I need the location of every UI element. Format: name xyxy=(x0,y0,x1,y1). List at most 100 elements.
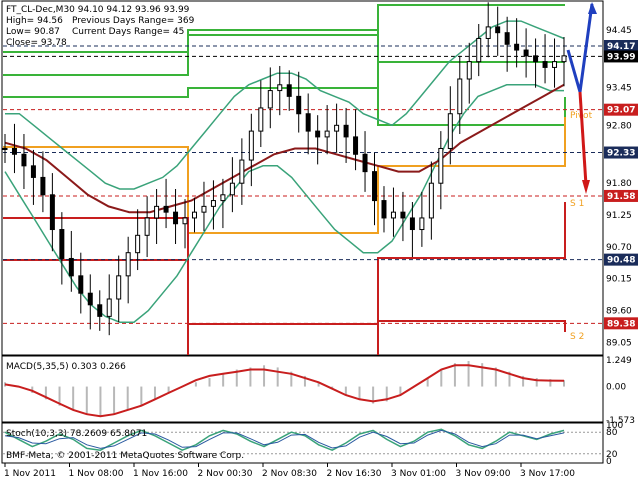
price-bar-body xyxy=(258,107,264,132)
price-bars xyxy=(2,2,567,336)
stoch-main-line xyxy=(4,428,565,452)
projection-arrows xyxy=(566,2,597,194)
price-bar-body xyxy=(514,43,520,51)
price-bar-body xyxy=(201,205,207,213)
time-tick-label: 3 Nov 01:00 xyxy=(391,469,446,479)
price-bar-body xyxy=(191,211,197,219)
time-axis: 1 Nov 2011 1 Nov 08:00 1 Nov 16:00 2 Nov 00… xyxy=(4,463,575,479)
pivot-level-line xyxy=(3,117,566,234)
price-bar-body xyxy=(210,200,216,207)
macd-tick-label: -1.573 xyxy=(606,416,635,426)
macd-tick-label: 1.249 xyxy=(606,356,632,366)
price-bar-body xyxy=(106,298,112,317)
stoch-tick-label: 0 xyxy=(606,457,612,467)
close-text: Close= 93.78 xyxy=(6,38,67,48)
bollinger-upper-line xyxy=(5,20,565,190)
stoch-signal-line xyxy=(4,429,565,449)
pivot-level-line xyxy=(3,217,189,355)
price-bar-body xyxy=(267,90,273,109)
price-bar-body xyxy=(2,147,8,150)
price-axis: 94.4593.4592.8092.3591.8091.2590.7090.15… xyxy=(606,26,632,349)
price-bar-body xyxy=(135,234,141,254)
price-bar-body xyxy=(248,130,254,161)
price-tag-label: 91.58 xyxy=(607,192,635,202)
price-bar-body xyxy=(372,171,378,202)
macd-title: MACD(5,35,5) 0.303 0.266 xyxy=(6,362,126,372)
price-bar-body xyxy=(154,205,160,219)
price-bar-body xyxy=(78,275,84,294)
stoch-tick-label: 20 xyxy=(606,450,618,460)
price-bar-body xyxy=(59,229,65,259)
price-bar-body xyxy=(447,113,453,149)
price-bar-body xyxy=(97,304,103,317)
price-tick-label: 89.60 xyxy=(606,307,632,317)
price-tag-box xyxy=(604,189,638,202)
price-bar-body xyxy=(552,61,558,68)
price-tag-label: 93.07 xyxy=(607,106,635,116)
price-bar-body xyxy=(173,211,179,225)
price-bar-body xyxy=(144,217,150,236)
macd-indicator: 1.249 0.00 -1.573 xyxy=(4,356,635,426)
price-tag-box xyxy=(604,253,638,266)
price-bar-body xyxy=(362,153,368,173)
price-bar-body xyxy=(390,211,396,219)
main-pane-frame xyxy=(1,0,604,356)
price-bar-body xyxy=(277,84,283,92)
price-bar-body xyxy=(315,130,321,138)
pivot-level-line xyxy=(377,202,566,355)
price-bar-body xyxy=(21,153,27,167)
price-bar-body xyxy=(533,55,539,63)
price-bar-body xyxy=(400,211,406,219)
price-tick-label: 91.80 xyxy=(606,179,632,189)
time-tick-label: 2 Nov 16:30 xyxy=(327,469,382,479)
price-bar-body xyxy=(457,78,463,115)
price-tag-box xyxy=(604,50,638,63)
high-text: High= 94.56 xyxy=(6,16,63,26)
price-bar-body xyxy=(239,159,245,184)
time-tick-label: 3 Nov 09:00 xyxy=(456,469,511,479)
price-tag-label: 89.38 xyxy=(607,319,635,329)
time-tick-label: 1 Nov 16:00 xyxy=(133,469,188,479)
stoch-title: Stoch(10,3,3) 78.2609 65.8071 xyxy=(6,429,147,439)
time-tick-label: 2 Nov 08:30 xyxy=(262,469,317,479)
price-bar-body xyxy=(334,124,340,132)
price-tick-label: 94.45 xyxy=(606,26,632,36)
copyright-text: BMF-Meta, © 2001-2011 MetaQuotes Softwar… xyxy=(6,451,244,461)
macd-tick-label: 0.00 xyxy=(606,383,626,393)
price-bar-body xyxy=(438,147,444,184)
price-bar-body xyxy=(49,194,55,231)
price-bar-body xyxy=(343,124,349,138)
low-text: Low= 90.87 xyxy=(6,27,60,37)
curr-range-text: Current Days Range= 45 xyxy=(72,27,184,37)
price-tick-label: 90.15 xyxy=(606,275,632,285)
price-bar-body xyxy=(353,136,359,155)
stoch-pane-frame xyxy=(1,422,604,464)
time-tick-label: 2 Nov 00:30 xyxy=(198,469,253,479)
price-bar-body xyxy=(419,217,425,231)
price-tick-label: 89.05 xyxy=(606,338,632,348)
price-tag-label: 94.17 xyxy=(607,42,635,52)
stoch-tick-label: 80 xyxy=(606,428,618,438)
price-tag-label: 93.99 xyxy=(607,52,635,62)
pivot-level-line xyxy=(3,61,565,98)
stoch-tick-label: 100 xyxy=(606,421,623,431)
price-tick-label: 90.70 xyxy=(606,243,632,253)
price-bar-body xyxy=(229,182,235,196)
price-bar-body xyxy=(324,130,330,138)
pivot-level-line xyxy=(3,4,565,76)
price-bar-body xyxy=(476,37,482,63)
price-bar-body xyxy=(40,176,46,196)
price-tick-label: 92.80 xyxy=(606,121,632,131)
price-tick-label: 91.25 xyxy=(606,211,632,221)
price-tag-box xyxy=(604,103,638,116)
price-bar-body xyxy=(542,61,548,68)
arrow-down-line xyxy=(578,91,588,186)
price-bar-body xyxy=(220,194,226,202)
price-tick-label: 93.45 xyxy=(606,84,632,94)
price-tag-box xyxy=(604,40,638,52)
arrow-up-icon xyxy=(588,2,597,14)
price-tag-box xyxy=(604,317,638,330)
